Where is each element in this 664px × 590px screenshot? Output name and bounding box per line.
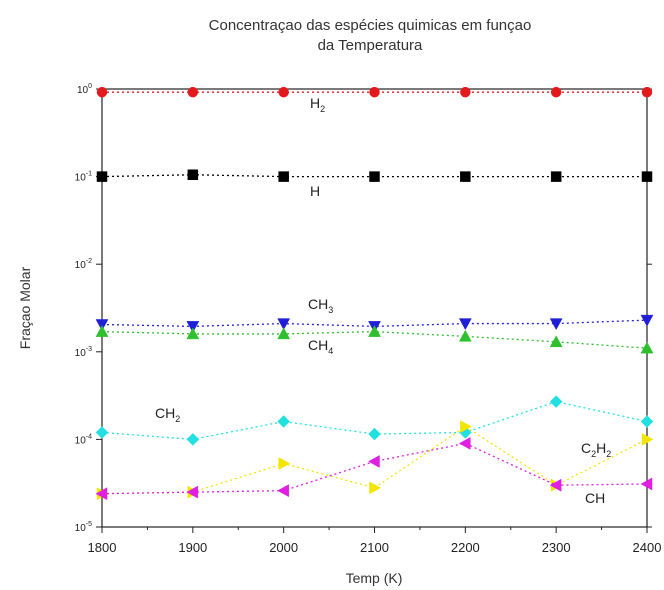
- series-ch4: [95, 325, 654, 354]
- data-point-ch2: [95, 426, 109, 439]
- data-point-h2: [96, 86, 108, 98]
- data-point-c2h2: [641, 432, 654, 446]
- series-ch3: [95, 314, 654, 333]
- data-point-ch4: [640, 341, 654, 354]
- data-point-ch3: [458, 318, 472, 331]
- data-point-h: [550, 171, 562, 182]
- data-point-h: [460, 171, 471, 182]
- data-point-h2: [460, 86, 471, 98]
- series-ch: [95, 436, 653, 501]
- data-point-ch2: [186, 433, 200, 446]
- data-point-ch: [549, 478, 562, 492]
- data-point-h2: [550, 86, 562, 98]
- y-tick-label: 10-1: [75, 171, 92, 184]
- series-label-ch4: CH4: [308, 337, 333, 356]
- data-point-ch: [95, 487, 108, 501]
- data-point-ch3: [277, 318, 291, 331]
- series-layer: [95, 86, 654, 501]
- x-tick-label: 2000: [269, 540, 298, 555]
- data-point-h2: [369, 86, 380, 98]
- y-tick-label: 100: [77, 83, 92, 96]
- data-point-h: [187, 169, 199, 180]
- x-tick-label: 2100: [360, 540, 389, 555]
- x-tick-label: 2400: [633, 540, 662, 555]
- x-tick-label: 2300: [542, 540, 571, 555]
- series-h2: [96, 86, 653, 98]
- data-point-ch2: [549, 395, 563, 408]
- data-point-h: [278, 171, 289, 182]
- data-point-ch4: [458, 329, 472, 342]
- series-labels: H2 H CH3 CH4 CH2 C2H2 CH: [155, 95, 611, 506]
- data-point-ch: [277, 484, 289, 498]
- series-label-ch2: CH2: [155, 405, 180, 424]
- data-point-ch2: [640, 415, 654, 428]
- x-axis-label: Temp (K): [346, 570, 403, 586]
- data-point-ch3: [186, 321, 200, 333]
- data-point-ch4: [95, 325, 109, 337]
- data-point-ch4: [368, 325, 381, 337]
- chart-title-line-1: Concentraçao das espécies quimicas em fu…: [209, 17, 532, 34]
- series-label-ch3: CH3: [308, 296, 333, 315]
- data-point-ch4: [549, 335, 563, 348]
- data-point-h: [369, 171, 380, 182]
- data-point-h2: [641, 86, 653, 98]
- x-tick-label: 1900: [178, 540, 207, 555]
- data-point-ch3: [640, 314, 654, 327]
- chart-title-line-2: da Temperatura: [318, 37, 423, 54]
- series-label-h2: H2: [310, 95, 325, 114]
- x-tick-label: 2200: [451, 540, 480, 555]
- y-axis-label: Fraçao Molar: [17, 266, 33, 349]
- y-tick-label: 10-4: [75, 433, 92, 446]
- data-point-ch: [640, 477, 653, 491]
- data-point-ch: [367, 455, 380, 468]
- series-label-c2h2: C2H2: [581, 440, 611, 459]
- x-tick-label: 1800: [88, 540, 117, 555]
- y-tick-label: 10-2: [75, 258, 92, 271]
- data-point-ch: [186, 485, 199, 499]
- data-point-h2: [187, 86, 199, 98]
- series-label-ch: CH: [585, 490, 605, 506]
- data-point-ch4: [186, 327, 200, 340]
- data-point-ch: [458, 436, 471, 450]
- data-point-c2h2: [278, 457, 291, 470]
- y-tick-label: 10-3: [75, 346, 92, 359]
- data-point-h2: [278, 86, 289, 98]
- data-point-h: [96, 171, 108, 182]
- data-point-ch3: [95, 319, 109, 332]
- y-tick-label: 10-5: [75, 521, 92, 534]
- data-point-c2h2: [369, 481, 382, 495]
- series-label-h: H: [310, 183, 320, 199]
- data-point-h: [641, 171, 653, 182]
- data-point-ch2: [277, 415, 291, 428]
- data-point-ch3: [549, 318, 563, 331]
- series-h: [96, 169, 653, 182]
- data-point-ch4: [277, 327, 291, 340]
- data-point-c2h2: [460, 420, 472, 434]
- series-ch2: [95, 395, 654, 446]
- data-point-ch2: [368, 427, 381, 441]
- axis-ticks: 1800 1900 2000 2100 2200 2300 2400 100 10-1 10-2 1…: [75, 83, 662, 555]
